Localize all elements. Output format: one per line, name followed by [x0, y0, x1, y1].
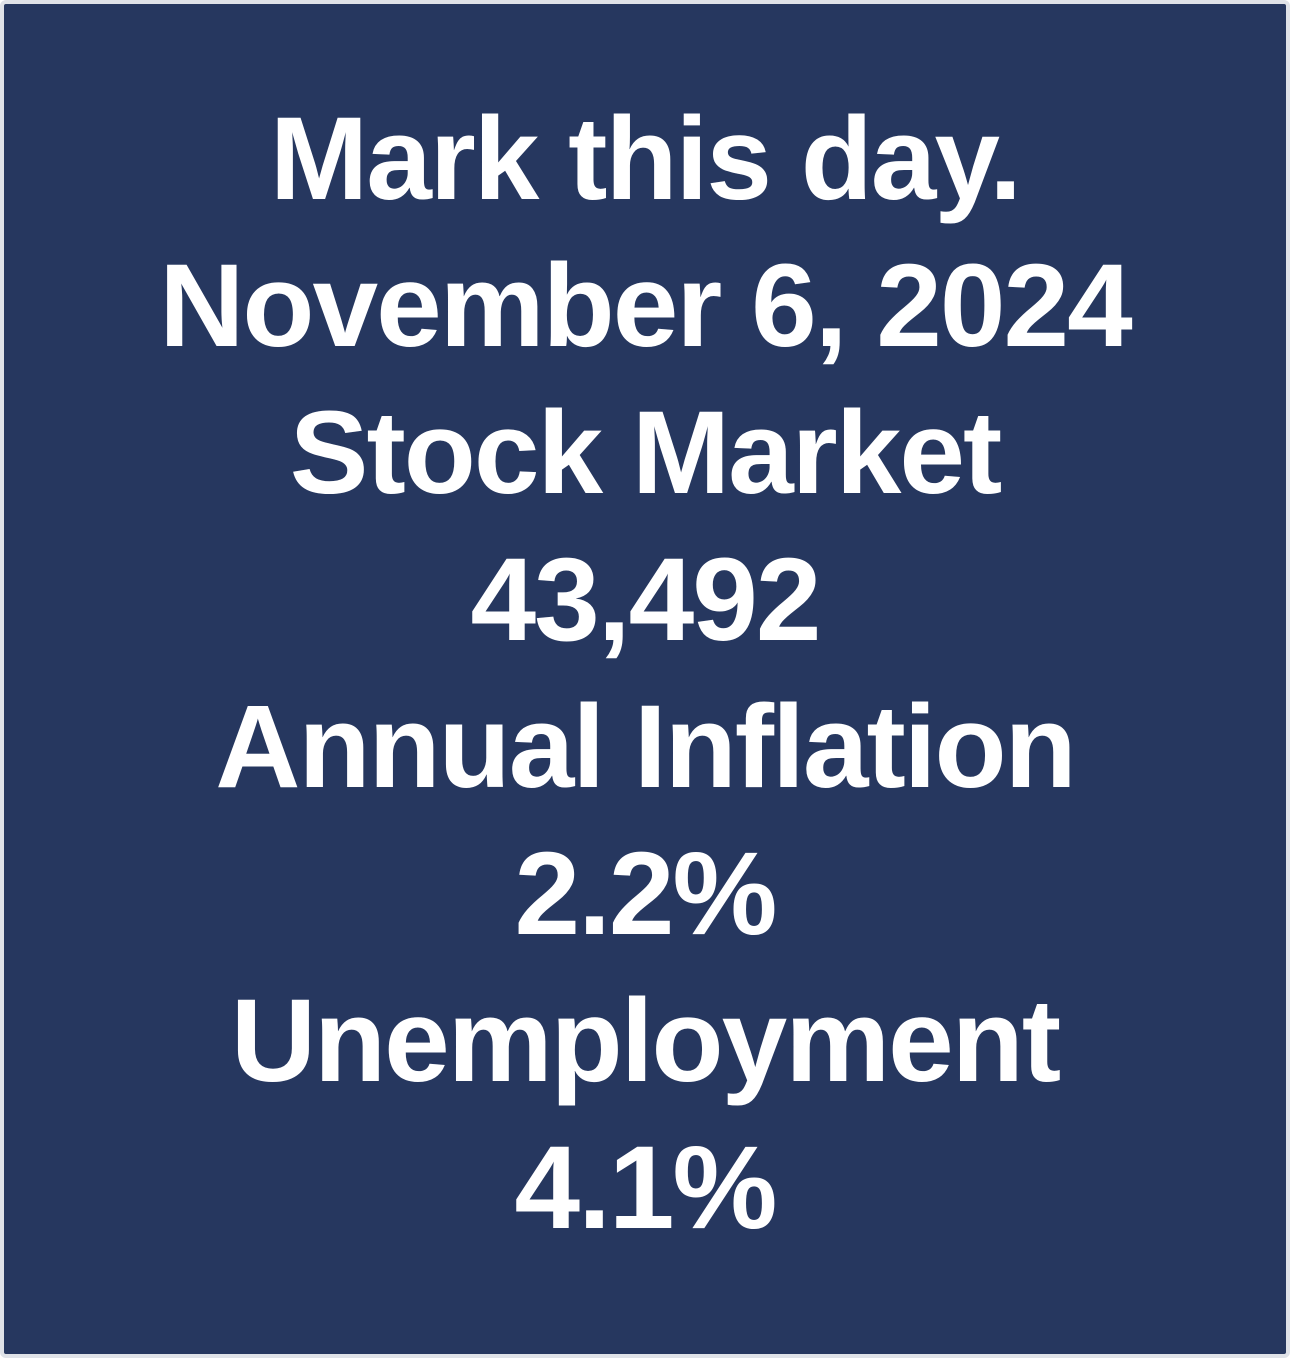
date-line: November 6, 2024: [159, 240, 1133, 372]
unemployment-label: Unemployment: [230, 975, 1061, 1107]
text-stack: Mark this day. November 6, 2024 Stock Ma…: [4, 4, 1286, 1354]
stock-market-label: Stock Market: [289, 387, 1003, 519]
annual-inflation-value: 2.2%: [514, 828, 778, 960]
headline-mark-this-day: Mark this day.: [269, 93, 1022, 225]
annual-inflation-label: Annual Inflation: [215, 681, 1076, 813]
stock-market-value: 43,492: [470, 534, 822, 666]
unemployment-value: 4.1%: [514, 1122, 778, 1254]
